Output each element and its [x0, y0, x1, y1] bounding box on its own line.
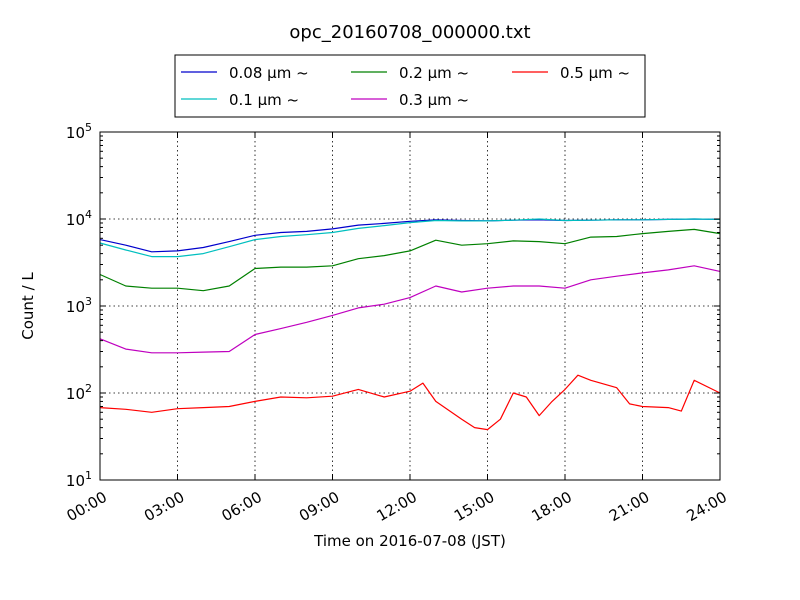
y-axis-label: Count / L	[19, 272, 37, 340]
series-line-1	[99, 218, 721, 258]
series-line-4	[99, 374, 721, 431]
legend-box	[174, 54, 646, 118]
y-tick-label: 104	[66, 208, 92, 229]
y-tick-label: 101	[66, 469, 92, 490]
y-tick-label: 103	[66, 295, 92, 316]
axis-ticks	[99, 131, 721, 481]
legend-label-4: 0.5 μm ~	[560, 64, 630, 82]
legend-label-1: 0.1 μm ~	[229, 91, 299, 109]
y-tick-label: 102	[66, 382, 92, 403]
series-line-3	[99, 265, 721, 354]
y-tick-label: 105	[66, 121, 92, 142]
legend: 0.08 μm ~ 0.1 μm ~ 0.2 μm ~ 0.3 μm ~ 0.5 μm …	[174, 54, 646, 118]
legend-label-2: 0.2 μm ~	[399, 64, 469, 82]
series-lines	[99, 218, 721, 431]
chart-title: opc_20160708_000000.txt	[289, 22, 530, 43]
legend-label-3: 0.3 μm ~	[399, 91, 469, 109]
legend-label-0: 0.08 μm ~	[229, 64, 309, 82]
x-axis-label: Time on 2016-07-08 (JST)	[313, 532, 506, 550]
y-tick-labels: 101 102 103 104 105	[66, 121, 92, 490]
series-line-2	[99, 228, 721, 292]
